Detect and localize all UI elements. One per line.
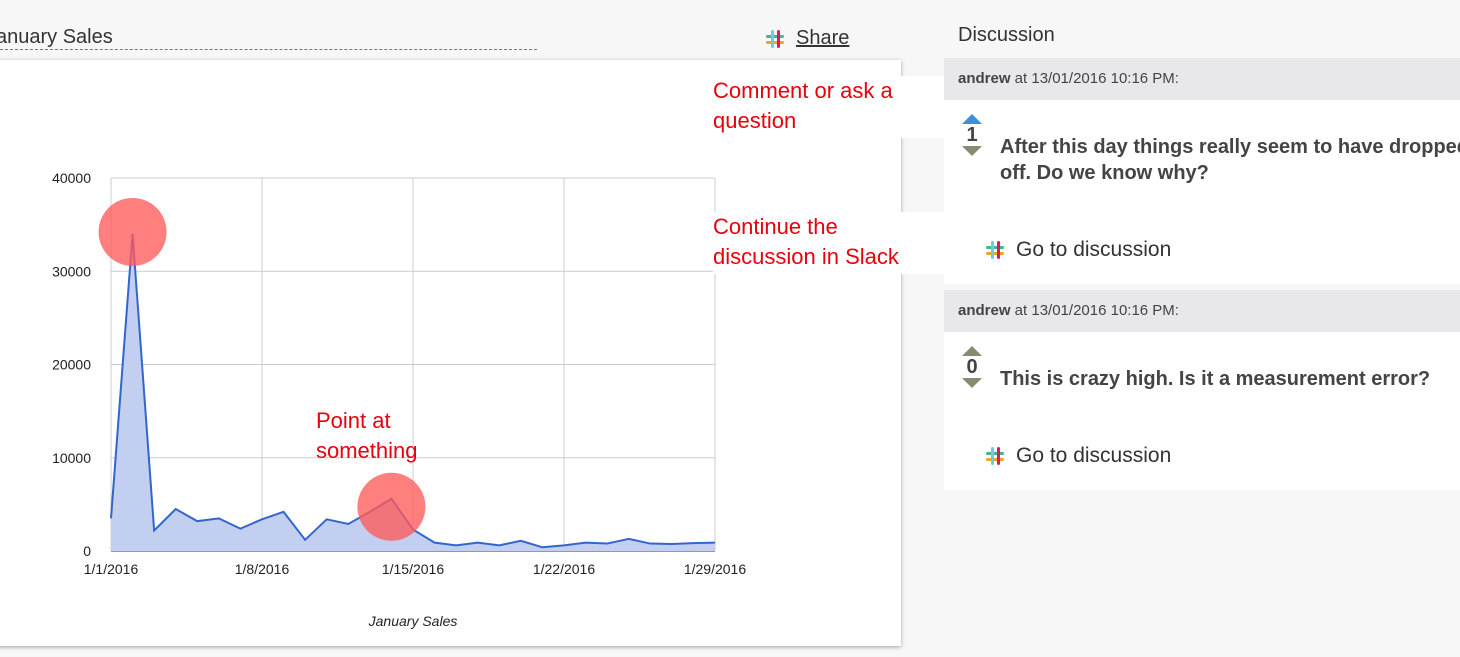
- vote-control: 0: [962, 346, 982, 388]
- annotation-point-line1: Point at: [316, 408, 391, 433]
- comment-author: andrew: [958, 70, 1011, 87]
- downvote-arrow-icon[interactable]: [962, 378, 982, 388]
- comment-timestamp: at 13/01/2016 10:16 PM:: [1010, 70, 1179, 87]
- comment-header: andrew at 13/01/2016 10:16 PM:: [944, 290, 1460, 332]
- comment-text-line1: After this day things really seem to hav…: [1000, 136, 1460, 158]
- annotation-point: Point at something: [316, 406, 418, 466]
- share-button[interactable]: Share: [764, 27, 849, 50]
- x-tick-label: 1/29/2016: [684, 561, 746, 577]
- slack-icon: [986, 447, 1004, 465]
- highlight-marker: [98, 197, 167, 266]
- x-tick-label: 1/8/2016: [235, 561, 290, 577]
- comment-text: This is crazy high. Is it a measurement …: [1000, 366, 1430, 392]
- y-tick-label: 0: [83, 543, 91, 559]
- slack-icon: [986, 241, 1004, 259]
- vote-control: 1: [962, 114, 982, 156]
- comment-header: andrew at 13/01/2016 10:16 PM:: [944, 58, 1460, 100]
- go-to-discussion-link[interactable]: Go to discussion: [984, 238, 1171, 262]
- discussion-comment: andrew at 13/01/2016 10:16 PM: 0 This is…: [944, 290, 1460, 490]
- annotation-comment: Comment or ask a question: [713, 76, 944, 138]
- highlight-marker: [357, 472, 426, 541]
- upvote-arrow-icon[interactable]: [962, 346, 982, 356]
- y-tick-label: 30000: [52, 263, 91, 279]
- comment-author: andrew: [958, 302, 1011, 319]
- page-title: January Sales: [0, 26, 113, 48]
- chart-card: 0 10000 20000 30000 40000 1/1/2016 1/8/2016 1/1…: [0, 60, 901, 646]
- y-tick-label: 20000: [52, 357, 91, 373]
- x-axis-label: January Sales: [368, 613, 458, 629]
- annotation-point-line2: something: [316, 438, 418, 463]
- vote-count: 0: [966, 356, 978, 378]
- comment-timestamp: at 13/01/2016 10:16 PM:: [1010, 302, 1179, 319]
- annotation-continue-line1: Continue the: [713, 214, 838, 239]
- go-to-discussion-label: Go to discussion: [1016, 444, 1172, 467]
- comment-text: After this day things really seem to hav…: [1000, 134, 1460, 186]
- sales-chart[interactable]: 0 10000 20000 30000 40000 1/1/2016 1/8/2016 1/1…: [0, 60, 901, 646]
- y-tick-label: 10000: [52, 450, 91, 466]
- slack-icon: [766, 29, 784, 48]
- annotation-comment-line1: Comment or ask a: [713, 78, 893, 103]
- annotation-continue: Continue the discussion in Slack: [713, 212, 944, 274]
- annotation-comment-line2: question: [713, 108, 797, 133]
- upvote-arrow-icon[interactable]: [962, 114, 982, 124]
- x-tick-label: 1/15/2016: [382, 561, 444, 577]
- vote-count: 1: [966, 124, 978, 146]
- share-label: Share: [796, 27, 850, 49]
- discussion-comment: andrew at 13/01/2016 10:16 PM: 1 After t…: [944, 58, 1460, 284]
- annotation-continue-line2: discussion in Slack: [713, 244, 899, 269]
- comment-text-line1: This is crazy high. Is it a measurement …: [1000, 368, 1431, 390]
- x-tick-label: 1/22/2016: [533, 561, 595, 577]
- x-tick-label: 1/1/2016: [84, 561, 139, 577]
- downvote-arrow-icon[interactable]: [962, 146, 982, 156]
- series-area: [111, 233, 715, 551]
- discussion-title: Discussion: [958, 24, 1055, 46]
- go-to-discussion-label: Go to discussion: [1016, 238, 1172, 261]
- comment-text-line2: off. Do we know why?: [1000, 162, 1209, 184]
- go-to-discussion-link[interactable]: Go to discussion: [984, 444, 1171, 468]
- title-underline: [0, 49, 537, 50]
- y-tick-label: 40000: [52, 170, 91, 186]
